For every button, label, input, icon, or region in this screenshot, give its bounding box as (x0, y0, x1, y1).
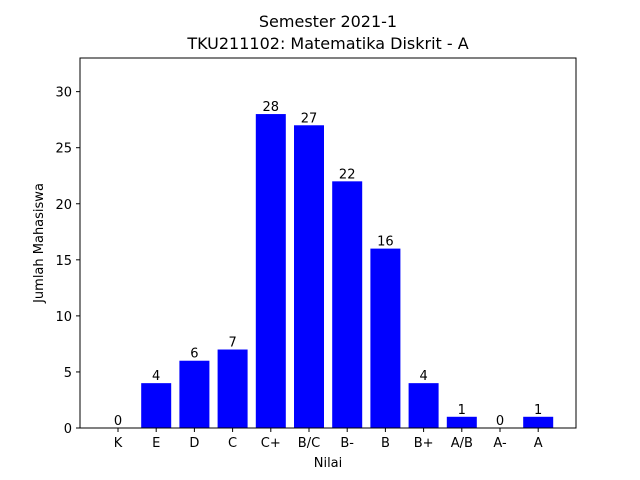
x-tick-label-d: D (189, 436, 199, 451)
y-axis-label: Jumlah Mahasiswa (32, 183, 47, 304)
data-label-b: 16 (377, 235, 394, 250)
x-tick-label-b-: B- (340, 436, 354, 451)
y-tick-label-10: 10 (55, 310, 72, 325)
chart-title: Semester 2021-1 (259, 12, 397, 31)
bar-e (141, 383, 172, 428)
y-tick-label-5: 5 (64, 366, 72, 381)
bar-a (523, 416, 554, 428)
bar-d (179, 360, 210, 428)
x-tick-label-b-c: B/C (298, 436, 320, 451)
data-label-c-plus: 28 (263, 100, 280, 115)
data-label-c: 7 (228, 336, 236, 351)
data-label-b-c: 27 (301, 111, 318, 126)
y-tick-label-30: 30 (55, 86, 72, 101)
chart-subtitle: TKU211102: Matematika Diskrit - A (186, 34, 468, 53)
x-axis: K E D C C+ B/C B- B B+ A/B A- A (114, 428, 543, 451)
data-label-b-plus: 4 (419, 369, 427, 384)
bar-b-plus (408, 383, 439, 428)
x-tick-label-k: K (114, 436, 123, 451)
bar-b-c (294, 125, 324, 428)
data-label-d: 6 (190, 347, 198, 362)
x-tick-label-a: A (534, 436, 543, 451)
y-tick-label-15: 15 (55, 254, 72, 269)
data-labels-group: 0 4 6 7 28 27 22 16 4 1 0 1 (114, 100, 542, 429)
x-tick-label-c: C (228, 436, 237, 451)
y-tick-label-25: 25 (55, 142, 72, 157)
y-tick-label-20: 20 (55, 198, 72, 213)
data-label-e: 4 (152, 369, 160, 384)
x-axis-label: Nilai (314, 456, 343, 471)
bar-c (217, 349, 248, 428)
bar-c-plus (255, 114, 286, 428)
data-label-k: 0 (114, 414, 122, 429)
bar-b- (332, 181, 363, 428)
y-tick-label-0: 0 (64, 422, 72, 437)
data-label-a-: 0 (496, 414, 504, 429)
bar-a-b (446, 416, 477, 428)
data-label-a: 1 (534, 403, 542, 418)
data-label-a-b: 1 (458, 403, 466, 418)
x-tick-label-c-plus: C+ (261, 436, 281, 451)
x-tick-label-a-: A- (493, 436, 507, 451)
plot-frame (79, 57, 577, 429)
x-tick-label-e: E (152, 436, 160, 451)
x-tick-label-b-plus: B+ (414, 436, 434, 451)
x-tick-label-a-b: A/B (451, 436, 473, 451)
x-tick-label-b: B (381, 436, 390, 451)
data-label-b-: 22 (339, 167, 356, 182)
bar-b (370, 248, 401, 428)
y-axis: 0 5 10 15 20 25 30 (55, 86, 80, 437)
bars-group (141, 114, 554, 428)
